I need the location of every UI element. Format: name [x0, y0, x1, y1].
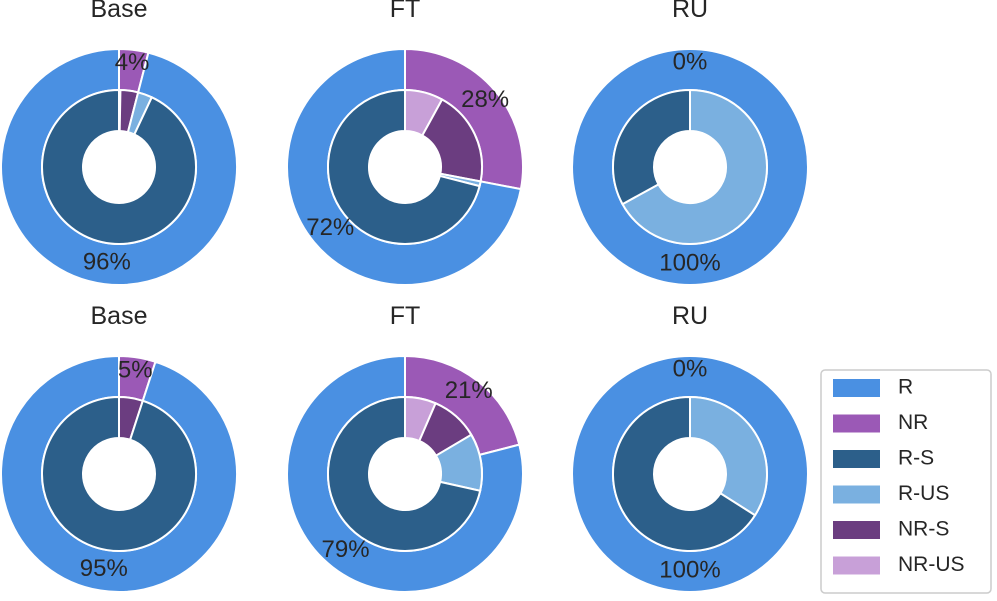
slice-percent-label-r: 79%: [322, 536, 370, 563]
inner-wedge-r-us: [621, 88, 768, 245]
panel-title: FT: [390, 302, 421, 330]
slice-percent-label-r: 72%: [306, 214, 354, 241]
legend-label-nr: NR: [898, 411, 928, 434]
inner-wedge-r-us: [689, 395, 768, 517]
legend-swatch-r: [833, 379, 880, 397]
panel-title: FT: [390, 0, 421, 23]
donut-panel-5: FT 21% 79%: [286, 302, 524, 593]
slice-percent-label-nr: 4%: [115, 49, 150, 76]
donut-panel-2: FT 28% 72%: [286, 0, 524, 286]
legend-label-r: R: [898, 376, 913, 399]
slice-percent-label-r: 100%: [659, 556, 720, 583]
slice-percent-label-nr: 28%: [461, 86, 509, 113]
slice-percent-label-nr: 0%: [673, 48, 708, 75]
inner-wedge-r-s: [612, 88, 691, 206]
panel-title: Base: [91, 0, 148, 23]
donut-panel-3: RU 0% 100%: [571, 0, 809, 287]
legend-label-r-us: R-US: [898, 482, 949, 505]
legend-swatch-r-s: [833, 450, 880, 468]
slice-percent-label-nr: 21%: [445, 377, 493, 404]
legend-swatch-nr: [833, 414, 880, 433]
slice-percent-label-nr: 0%: [673, 355, 708, 382]
panel-title: RU: [672, 302, 708, 330]
slice-percent-label-r: 95%: [80, 555, 128, 582]
legend: R NR R-S R-US NR-S NR-US: [820, 369, 992, 594]
panel-title: RU: [672, 0, 708, 23]
slice-percent-label-r: 96%: [83, 249, 131, 276]
donut-panel-4: Base 5% 95%: [0, 302, 238, 593]
legend-label-nr-s: NR-S: [898, 518, 949, 541]
inner-wedge-r-s: [41, 395, 197, 552]
inner-wedge-r-s: [327, 395, 482, 552]
slice-percent-label-nr: 5%: [118, 357, 153, 384]
legend-swatch-nr-s: [833, 521, 880, 539]
legend-swatch-nr-us: [833, 556, 880, 575]
inner-wedge-r-s: [327, 88, 481, 245]
donut-panel-1: Base 4% 96%: [0, 0, 238, 286]
donut-panel-6: RU 0% 100%: [571, 302, 809, 594]
inner-wedge-r-s: [612, 395, 757, 552]
legend-label-r-s: R-S: [898, 447, 934, 470]
inner-wedge-r-s: [41, 88, 197, 245]
legend-swatch-r-us: [833, 485, 880, 504]
panel-title: Base: [91, 302, 148, 330]
slice-percent-label-r: 100%: [659, 249, 720, 276]
legend-label-nr-us: NR-US: [898, 553, 965, 576]
